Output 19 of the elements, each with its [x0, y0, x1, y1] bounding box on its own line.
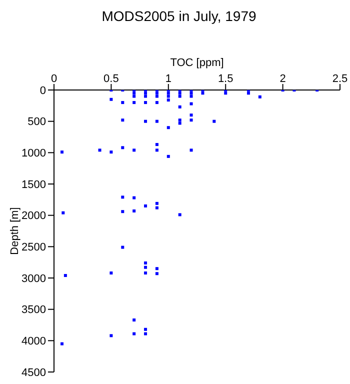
x-tick-label: 1.5	[218, 73, 234, 85]
y-tick-label: 2000	[22, 210, 46, 222]
x-tick-label: 2.5	[332, 73, 348, 85]
y-tick-label: 500	[28, 116, 46, 128]
y-tick-label: 1000	[22, 148, 46, 160]
x-tick-label: 2	[280, 73, 286, 85]
x-tick-label: 0	[50, 73, 58, 85]
y-tick-label: 0	[40, 84, 46, 97]
chart-title: MODS2005 in July, 1979	[100, 8, 258, 24]
y-tick-label: 2500	[22, 242, 46, 254]
y-tick-label: 3000	[22, 272, 46, 285]
y-tick-label: 1500	[22, 178, 46, 191]
y-tick-label: 3500	[22, 304, 46, 316]
y-tick-label: 4000	[22, 336, 46, 348]
x-tick-label: 0.5	[104, 73, 119, 85]
y-axis-title: Depth [m]	[8, 207, 21, 255]
x-tick-label: 1	[165, 73, 172, 85]
x-axis-title: TOC [ppm]	[170, 56, 224, 69]
y-tick-label: 4500	[22, 366, 46, 379]
